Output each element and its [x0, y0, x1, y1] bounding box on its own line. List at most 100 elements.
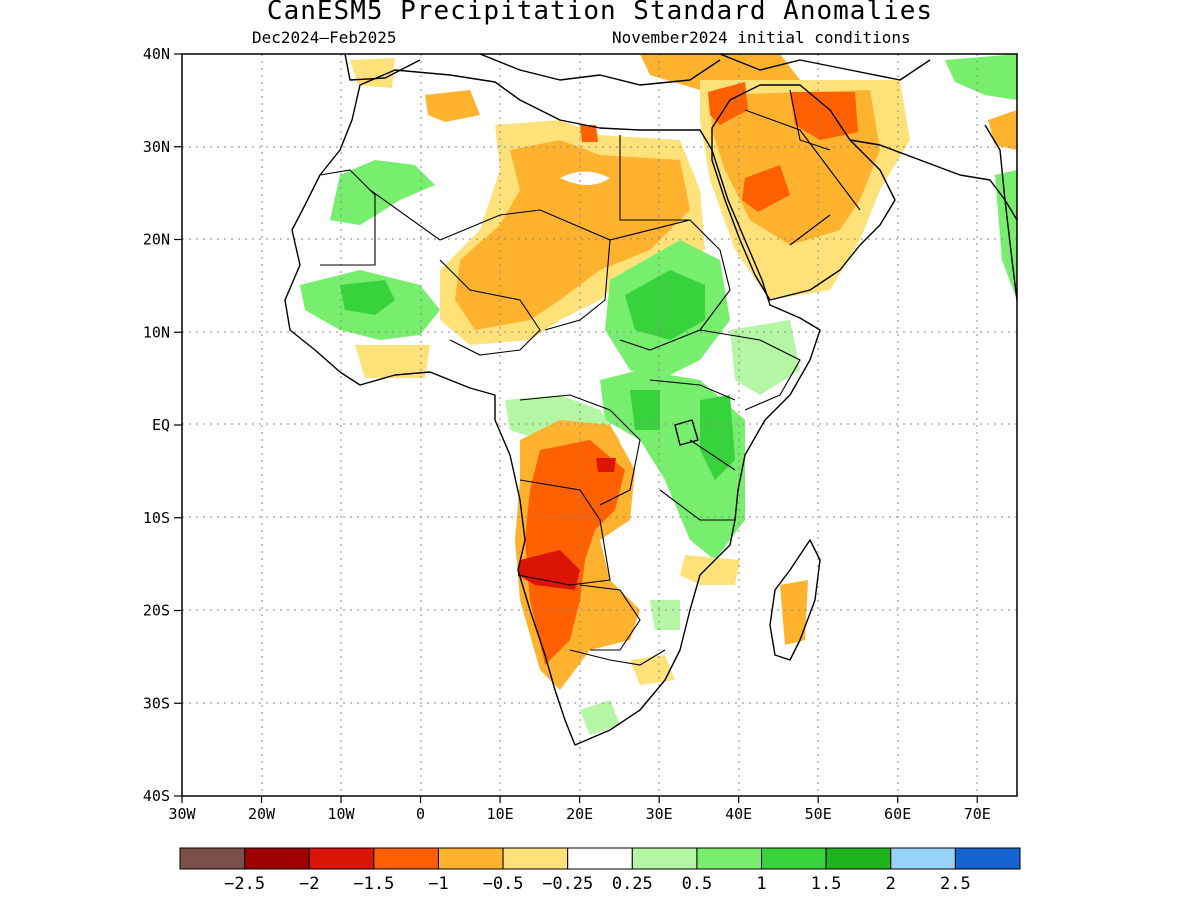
colorbar-label: 0.25: [612, 874, 653, 894]
colorbar-label: 1.5: [811, 874, 842, 894]
anomaly-mozambique-dry: [680, 555, 740, 585]
lon-tick-label: 0: [416, 805, 425, 823]
colorbar-swatch: [567, 847, 633, 870]
border-ethiopia: [699, 329, 801, 411]
border-angola: [517, 479, 611, 586]
longitude-axis: 30W 20W 10W 0 10E 20E 30E 40E 50E 60E 70E: [168, 796, 991, 823]
lon-tick-label: 10E: [487, 805, 514, 823]
anomaly-sahara-white: [560, 171, 610, 185]
border-libya-egypt: [619, 135, 690, 221]
lat-tick-label: 10S: [143, 509, 170, 527]
gridlines: [182, 54, 1017, 796]
anomaly-madagascar-dry: [780, 580, 808, 645]
anomaly-southafrica-wet-2: [650, 600, 680, 630]
map-title: CanESM5 Precipitation Standard Anomalies: [266, 0, 934, 26]
colorbar-swatch: [696, 847, 763, 870]
lon-tick-label: 50E: [805, 805, 832, 823]
lon-tick-label: 20W: [248, 805, 276, 823]
anomaly-zambia-dry-strong: [596, 458, 616, 472]
colorbar-label: −2: [299, 874, 319, 894]
anomaly-india-dry: [988, 110, 1017, 150]
lake-victoria: [674, 419, 699, 446]
colorbar-swatch: [437, 847, 504, 870]
latitude-axis: 40N 30N 20N 10N EQ 10S 20S 30S 40S: [143, 45, 182, 805]
lat-tick-label: 40S: [143, 787, 170, 805]
border-east-africa: [649, 379, 736, 521]
anomaly-southafrica-wet: [580, 700, 620, 735]
anomaly-libya-dry-mod: [580, 125, 598, 142]
season-label: Dec2024–Feb2025: [252, 28, 397, 47]
lon-tick-label: 40E: [725, 805, 752, 823]
colorbar-label: 2: [886, 874, 896, 894]
anomaly-southafrica-dry: [630, 655, 675, 685]
lon-tick-label: 20E: [566, 805, 593, 823]
colorbar-label: −1.5: [353, 874, 394, 894]
lat-tick-label: 20N: [143, 231, 170, 249]
colorbar-label: 2.5: [940, 874, 971, 894]
colorbar-label: −1: [428, 874, 448, 894]
colorbar-swatch: [954, 847, 1021, 870]
anomaly-angola-dry-mod: [525, 440, 625, 665]
border-southafrica: [569, 649, 666, 666]
colorbar-label: 1: [756, 874, 766, 894]
anomaly-congo-wet-mod: [630, 390, 660, 430]
border-arabia: [744, 109, 861, 246]
colorbar-label: 0.5: [682, 874, 713, 894]
anomaly-angola-dry-strong: [518, 550, 580, 590]
anomaly-morocco-dry: [425, 90, 480, 122]
anomaly-india-wet: [995, 170, 1017, 300]
anomaly-mauritania-wet: [330, 160, 435, 225]
anomaly-eastafrica-wet-mod: [700, 395, 735, 480]
lat-tick-label: 20S: [143, 602, 170, 620]
madagascar-coastline: [769, 539, 821, 661]
colorbar-label: −2.5: [224, 874, 265, 894]
colorbar-label: −0.5: [483, 874, 524, 894]
anomaly-morocco-dry-weak: [350, 58, 395, 88]
india-coastline: [984, 124, 1017, 301]
colorbar-swatch: [825, 847, 892, 870]
anomaly-ethiopia-wet-weak: [730, 320, 800, 395]
colorbar-swatch: [244, 847, 310, 870]
anomaly-arabia-dry-mod: [742, 165, 790, 212]
border-niger-nigeria: [439, 259, 541, 356]
anomaly-westafrica-wet-mod: [340, 280, 395, 315]
anomaly-gulfguinea-dry: [355, 345, 430, 378]
colorbar: −2.5 −2 −1.5 −1 −0.5 −0.25 0.25 0.5 1 1.5 2 2.5: [179, 847, 1021, 894]
lat-tick-label: EQ: [152, 416, 170, 434]
border-sudan: [609, 219, 731, 351]
anomaly-shading: [300, 54, 1017, 735]
colorbar-swatch: [179, 847, 246, 870]
colorbar-swatch: [502, 847, 569, 870]
border-namibia-botswana: [579, 584, 641, 651]
lat-tick-label: 30S: [143, 694, 170, 712]
lat-tick-label: 30N: [143, 138, 170, 156]
lat-tick-label: 40N: [143, 45, 170, 63]
lon-tick-label: 10W: [328, 805, 356, 823]
colorbar-swatch: [308, 847, 375, 870]
anomaly-iraq-dry-mod: [790, 92, 858, 140]
border-congo: [519, 394, 641, 506]
border-iran-iraq: [789, 89, 831, 151]
arabia-coastline: [711, 84, 896, 301]
colorbar-swatch: [373, 847, 439, 870]
colorbar-swatch: [761, 847, 827, 870]
coastlines: [284, 54, 1017, 746]
lon-tick-label: 70E: [964, 805, 991, 823]
colorbar-swatch: [890, 847, 956, 870]
border-chad: [539, 209, 611, 331]
lon-tick-label: 30E: [646, 805, 673, 823]
country-borders: [319, 89, 861, 666]
initial-conditions-label: November2024 initial conditions: [612, 28, 911, 47]
europe-coastline: [344, 54, 931, 86]
lon-tick-label: 60E: [884, 805, 911, 823]
border-mauritania: [319, 169, 376, 266]
anomaly-sudan-wet-mod: [625, 270, 705, 340]
border-algeria-mali: [369, 189, 541, 241]
colorbar-swatch: [631, 847, 698, 870]
colorbar-label: −0.25: [542, 874, 593, 894]
lon-tick-label: 30W: [168, 805, 196, 823]
anomaly-iran-wet: [945, 54, 1017, 100]
anomaly-north-dry-light: [455, 140, 690, 330]
lat-tick-label: 10N: [143, 323, 170, 341]
